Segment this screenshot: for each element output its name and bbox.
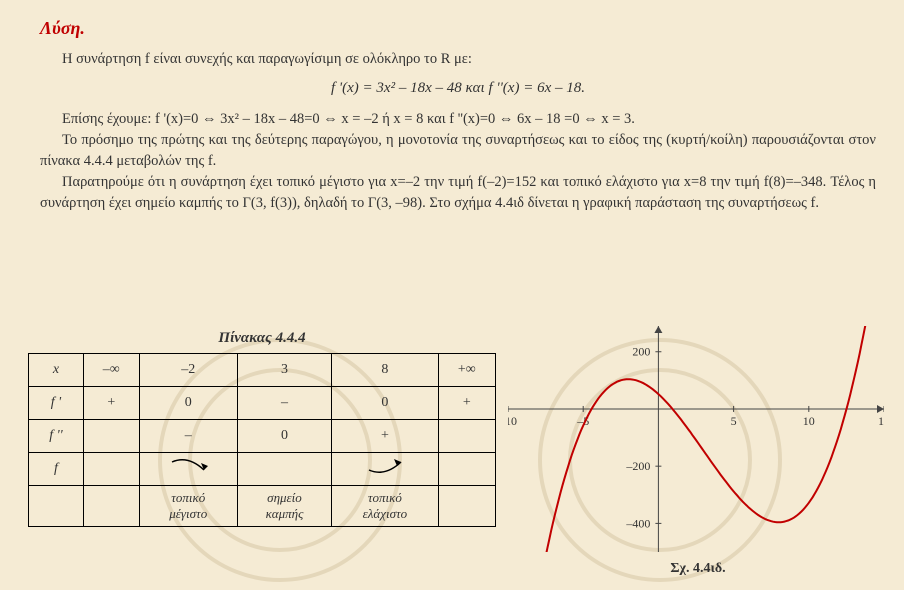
solution-heading: Λύση. — [40, 18, 876, 39]
paragraph-1: Η συνάρτηση f είναι συνεχής και παραγωγί… — [40, 49, 876, 70]
table-cell — [438, 420, 495, 453]
table-row-fpp: f '' – 0 + — [29, 420, 496, 453]
table-header-row: x –∞ –2 3 8 +∞ — [29, 354, 496, 387]
table-row-f: f — [29, 453, 496, 486]
paragraph-3: Το πρόσημο της πρώτης και της δεύτερης π… — [40, 130, 876, 172]
paragraph-2: Επίσης έχουμε: f '(x)=0 ⇔ 3x² – 18x – 48… — [40, 109, 876, 130]
sign-table-section: Πίνακας 4.4.4 x –∞ –2 3 8 +∞ f ' + 0 – 0… — [28, 330, 496, 527]
graph-caption: Σχ. 4.4ιδ. — [508, 561, 888, 577]
table-cell: 0 — [139, 387, 237, 420]
table-cell: – — [237, 387, 331, 420]
arrow-down-icon — [168, 458, 208, 476]
svg-text:–10: –10 — [508, 414, 517, 428]
descriptor-max: τοπικόμέγιστο — [139, 486, 237, 527]
paragraph-4: Παρατηρούμε ότι η συνάρτηση έχει τοπικό … — [40, 172, 876, 214]
table-cell-arrow-up — [332, 453, 439, 486]
table-header-cell: –∞ — [84, 354, 140, 387]
arrow-up-icon — [365, 458, 405, 476]
svg-text:15: 15 — [878, 414, 884, 428]
row-label: f '' — [29, 420, 84, 453]
table-row-descriptors: τοπικόμέγιστο σημείοκαμπής τοπικόελάχιστ… — [29, 486, 496, 527]
table-cell: 0 — [332, 387, 439, 420]
table-header-cell: 8 — [332, 354, 439, 387]
table-cell — [84, 453, 140, 486]
table-cell — [237, 453, 331, 486]
function-graph: –10–551015200–200–400 — [508, 326, 884, 552]
row-label: f — [29, 453, 84, 486]
sign-table: x –∞ –2 3 8 +∞ f ' + 0 – 0 + f '' – 0 + — [28, 353, 496, 527]
svg-text:200: 200 — [632, 345, 650, 359]
table-cell: 0 — [237, 420, 331, 453]
col-x: x — [29, 354, 84, 387]
table-cell — [84, 420, 140, 453]
table-row-fprime: f ' + 0 – 0 + — [29, 387, 496, 420]
descriptor-min: τοπικόελάχιστο — [332, 486, 439, 527]
svg-text:–400: –400 — [625, 516, 650, 530]
table-cell: + — [438, 387, 495, 420]
table-cell: – — [139, 420, 237, 453]
svg-text:10: 10 — [803, 414, 815, 428]
table-cell — [438, 453, 495, 486]
descriptor-inflection: σημείοκαμπής — [237, 486, 331, 527]
table-cell: + — [332, 420, 439, 453]
table-cell: + — [84, 387, 140, 420]
table-title: Πίνακας 4.4.4 — [28, 330, 496, 347]
svg-text:–200: –200 — [625, 459, 650, 473]
table-header-cell: –2 — [139, 354, 237, 387]
table-header-cell: +∞ — [438, 354, 495, 387]
table-header-cell: 3 — [237, 354, 331, 387]
row-label: f ' — [29, 387, 84, 420]
svg-text:5: 5 — [731, 414, 737, 428]
graph-section: –10–551015200–200–400 Σχ. 4.4ιδ. — [508, 326, 888, 577]
formula-line: f '(x) = 3x² – 18x – 48 και f ''(x) = 6x… — [40, 70, 876, 109]
table-cell-arrow-down — [139, 453, 237, 486]
